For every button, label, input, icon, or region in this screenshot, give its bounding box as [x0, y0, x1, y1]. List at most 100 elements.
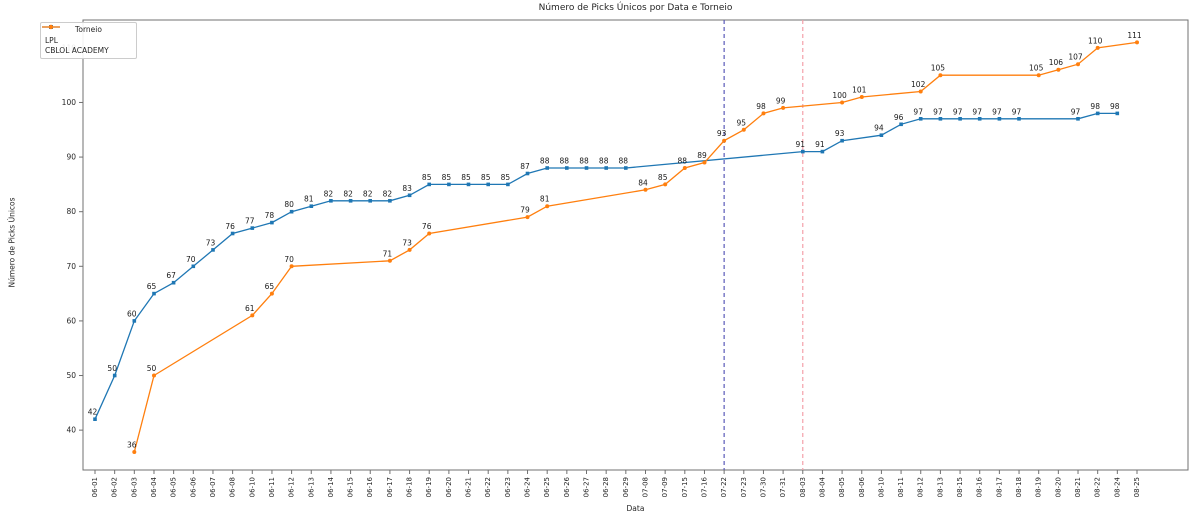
x-tick-label: 06-24 [524, 476, 532, 497]
x-tick-label: 08-03 [799, 477, 807, 497]
data-point [840, 100, 845, 105]
x-tick-label: 08-19 [1035, 477, 1043, 497]
data-point [938, 73, 943, 78]
data-label: 81 [540, 195, 550, 204]
x-tick-label: 06-02 [111, 477, 119, 497]
data-point [387, 258, 392, 263]
x-tick-label: 06-28 [602, 477, 610, 497]
data-point [289, 209, 294, 214]
data-label: 82 [363, 189, 373, 198]
data-label: 61 [245, 304, 255, 313]
x-tick-label: 06-29 [622, 477, 630, 497]
data-point [1115, 111, 1120, 116]
x-tick-label: 06-27 [583, 477, 591, 497]
data-label: 88 [540, 157, 550, 166]
data-point [348, 199, 353, 203]
x-tick-label: 08-17 [995, 477, 1003, 497]
data-point [859, 95, 864, 99]
data-label: 105 [931, 64, 946, 73]
data-point [132, 319, 137, 323]
data-label: 84 [638, 178, 648, 187]
x-tick-label: 06-22 [484, 477, 492, 497]
data-label: 102 [911, 80, 926, 89]
data-label: 97 [953, 107, 963, 116]
data-point [682, 166, 687, 170]
data-label: 94 [874, 124, 884, 133]
data-label: 97 [1012, 107, 1022, 116]
data-label: 76 [422, 222, 432, 231]
x-tick-label: 07-08 [641, 477, 649, 497]
x-tick-label: 06-10 [248, 477, 256, 497]
x-tick-label: 08-10 [877, 477, 885, 497]
data-point [643, 187, 648, 192]
data-point [407, 247, 412, 252]
data-point [702, 160, 707, 165]
data-point [427, 231, 432, 236]
data-label: 97 [992, 107, 1002, 116]
data-label: 111 [1127, 31, 1142, 40]
chart-title: Número de Picks Únicos por Data e Tornei… [538, 3, 733, 13]
data-label: 88 [599, 157, 609, 166]
data-point [840, 138, 844, 143]
x-tick-label: 06-12 [288, 477, 296, 497]
data-label: 82 [383, 189, 393, 198]
data-point [722, 138, 727, 143]
data-point [506, 182, 510, 187]
data-label: 70 [284, 255, 294, 264]
data-label: 67 [166, 271, 176, 280]
x-tick-label: 07-09 [661, 477, 669, 497]
data-point [230, 231, 235, 236]
data-label: 80 [284, 200, 294, 209]
data-label: 87 [520, 162, 530, 171]
data-label: 98 [1110, 102, 1120, 111]
data-label: 110 [1088, 36, 1103, 45]
data-point [132, 450, 137, 454]
data-point [270, 220, 274, 225]
data-point [663, 182, 668, 187]
data-label: 76 [225, 222, 235, 231]
y-tick-label: 40 [66, 426, 76, 435]
data-point [879, 133, 884, 137]
legend-title: Torneio [75, 25, 102, 34]
data-point [486, 182, 490, 187]
legend-item-lpl: LPL [42, 25, 132, 45]
data-label: 91 [796, 140, 806, 149]
x-tick-label: 06-13 [307, 477, 315, 497]
data-point [584, 166, 589, 170]
x-tick-label: 06-16 [366, 476, 374, 497]
x-tick-label: 08-06 [858, 476, 866, 497]
data-point [269, 291, 274, 296]
data-point [211, 248, 215, 252]
data-label: 77 [245, 217, 255, 226]
data-label: 96 [894, 113, 904, 122]
data-label: 71 [383, 249, 393, 258]
data-label: 50 [107, 364, 117, 373]
data-point [918, 117, 923, 121]
x-tick-label: 08-13 [936, 477, 944, 497]
x-tick-label: 06-14 [327, 476, 335, 497]
data-label: 106 [1049, 58, 1064, 67]
data-label: 88 [579, 157, 589, 166]
data-point [604, 166, 608, 170]
data-label: 93 [717, 129, 727, 138]
series-line-0 [94, 112, 1118, 420]
data-label: 89 [697, 151, 707, 160]
data-label: 93 [835, 129, 845, 138]
y-tick-label: 70 [66, 262, 76, 271]
data-label: 101 [852, 86, 867, 95]
data-point [1095, 111, 1100, 116]
data-point [329, 199, 333, 203]
data-label: 97 [913, 107, 923, 116]
data-point [801, 149, 805, 154]
data-point [1095, 45, 1100, 50]
data-label: 91 [815, 140, 825, 149]
data-point [466, 182, 471, 187]
x-tick-label: 06-05 [170, 477, 178, 497]
data-label: 81 [304, 195, 314, 204]
x-tick-label: 06-08 [229, 477, 237, 497]
x-axis-label: Data [626, 504, 645, 513]
y-tick-label: 80 [66, 207, 76, 216]
data-label: 107 [1068, 53, 1083, 62]
x-tick-label: 06-20 [445, 477, 453, 497]
data-label: 97 [972, 107, 982, 116]
